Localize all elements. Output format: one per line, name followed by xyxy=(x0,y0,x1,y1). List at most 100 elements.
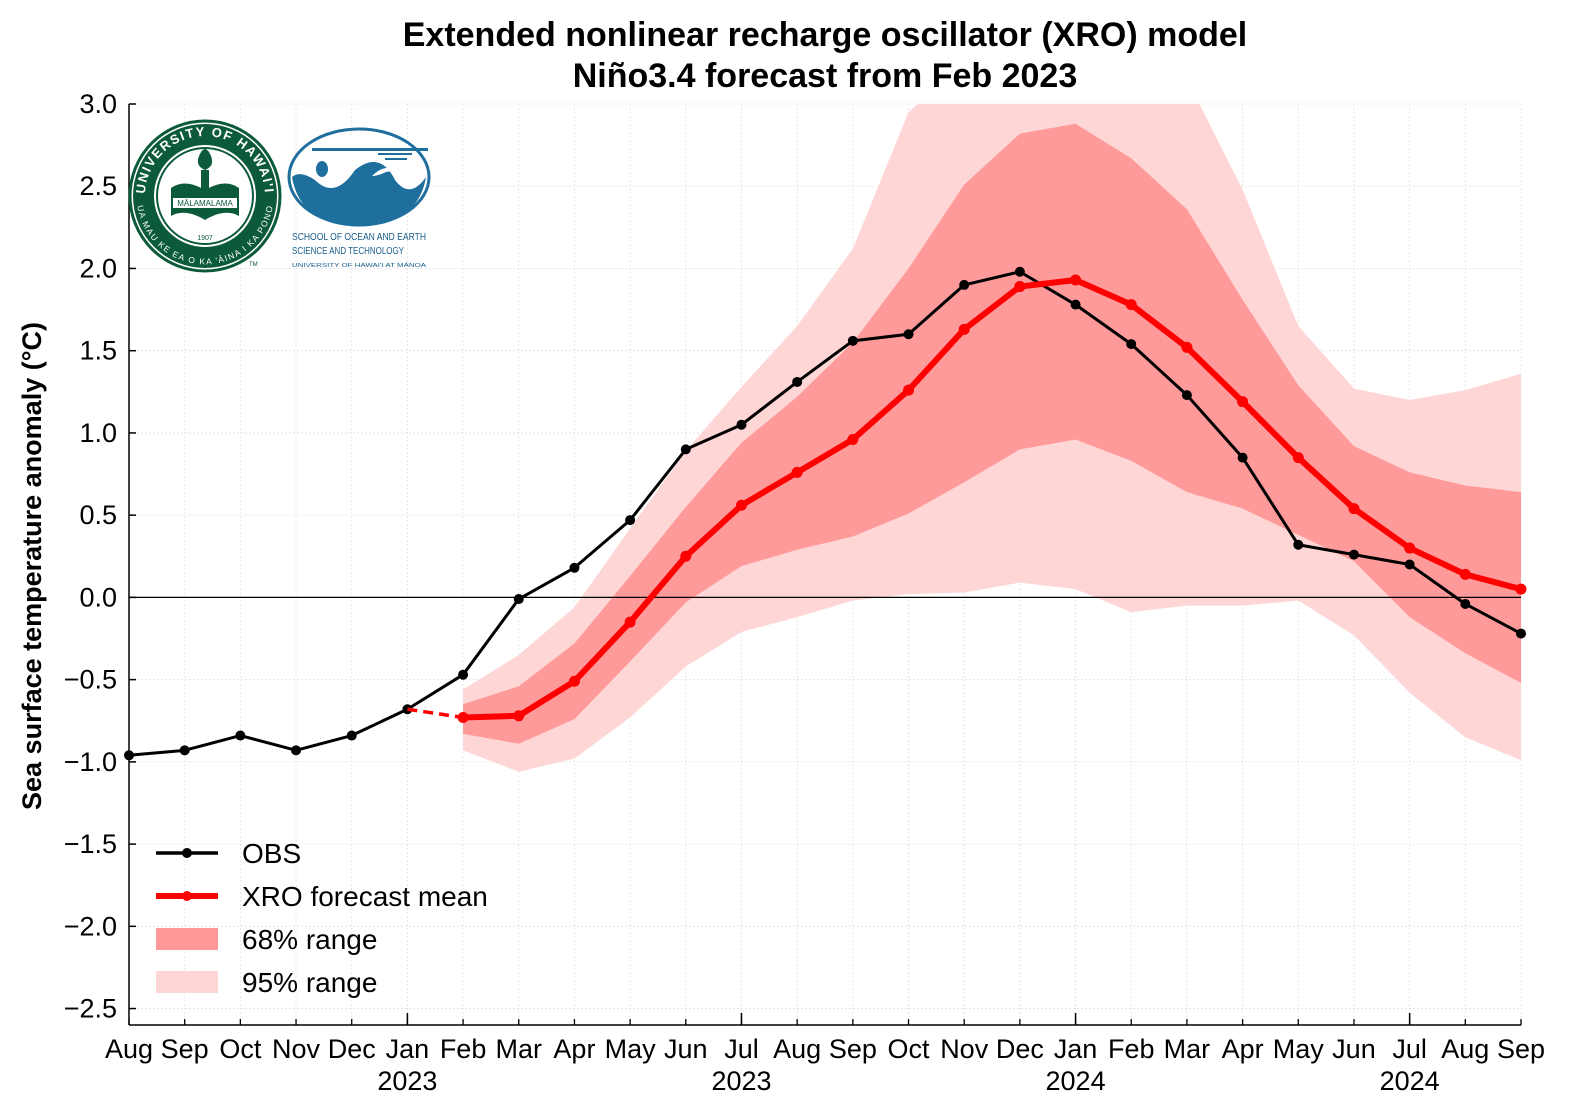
legend: OBS XRO forecast mean 68% range 95% rang… xyxy=(156,838,488,998)
x-tick-label: Oct xyxy=(888,1034,931,1064)
soest-line2: SCIENCE AND TECHNOLOGY xyxy=(292,245,404,257)
obs-line xyxy=(128,270,1522,757)
xro-point xyxy=(568,675,580,687)
obs-point xyxy=(569,562,580,573)
x-year-label: 2024 xyxy=(1046,1066,1106,1096)
y-tick-label: 0.0 xyxy=(79,582,117,612)
xro-point xyxy=(1348,503,1360,515)
uh-tm-mark: TM xyxy=(249,262,258,268)
xro-point xyxy=(624,616,636,628)
xro-point xyxy=(1404,542,1416,554)
x-tick-label: Feb xyxy=(1108,1034,1155,1064)
x-tick-label: Jul xyxy=(1392,1034,1427,1064)
obs-point xyxy=(346,730,357,741)
obs-point xyxy=(1126,339,1137,350)
y-tick-label: 3.0 xyxy=(79,89,117,119)
xro-point xyxy=(1181,341,1193,353)
legend-xro-label: XRO forecast mean xyxy=(242,881,488,912)
x-tick-label: Aug xyxy=(773,1034,821,1064)
x-year-label: 2024 xyxy=(1380,1066,1440,1096)
obs-series xyxy=(124,266,1526,761)
soest-logo: SCHOOL OF OCEAN AND EARTH SCIENCE AND TE… xyxy=(287,127,431,269)
obs-point xyxy=(903,329,914,340)
xro-point xyxy=(1070,274,1082,286)
y-tick-label: −1.5 xyxy=(64,829,117,859)
obs-point xyxy=(235,730,246,741)
x-tick-label: Nov xyxy=(940,1034,989,1064)
xro-point xyxy=(1014,281,1026,293)
xro-point xyxy=(1125,299,1137,311)
x-tick-label: Feb xyxy=(440,1034,487,1064)
legend-xro-marker xyxy=(182,891,192,901)
xro-point xyxy=(1292,452,1304,464)
obs-point xyxy=(458,669,469,680)
xro-point xyxy=(903,384,915,396)
x-tick-label: Sep xyxy=(829,1034,877,1064)
x-tick-label: Dec xyxy=(996,1034,1044,1064)
obs-point xyxy=(1460,598,1471,609)
legend-68-label: 68% range xyxy=(242,924,377,955)
y-tick-label: 0.5 xyxy=(79,500,117,530)
y-tick-label: −2.0 xyxy=(64,911,117,941)
uh-year-text: 1907 xyxy=(197,235,213,242)
obs-point xyxy=(1516,628,1526,639)
x-tick-label: Jan xyxy=(1054,1034,1098,1064)
obs-point xyxy=(1014,266,1025,277)
xro-point xyxy=(847,434,859,446)
xro-point xyxy=(1515,583,1527,595)
x-tick-label: Sep xyxy=(161,1034,209,1064)
xro-point xyxy=(1459,568,1471,580)
x-year-label: 2023 xyxy=(377,1066,437,1096)
x-tick-label: Jan xyxy=(386,1034,430,1064)
soest-line3: UNIVERSITY OF HAWAI'I AT MĀNOA xyxy=(292,262,426,269)
xro-point xyxy=(958,323,970,335)
xro-bridge-dashed xyxy=(407,707,464,720)
xro-point xyxy=(513,710,525,722)
xro-point xyxy=(791,466,803,478)
y-ticks: 3.0 2.5 2.0 1.5 1.0 0.5 0.0 −0.5 −1.0 −1.5 −2.0 −2.… xyxy=(64,89,136,1024)
y-tick-label: −0.5 xyxy=(64,665,117,695)
obs-point xyxy=(847,335,858,346)
obs-point xyxy=(736,419,747,430)
obs-point xyxy=(680,444,691,455)
obs-point xyxy=(291,745,302,756)
legend-95-label: 95% range xyxy=(242,967,377,998)
xro-point xyxy=(735,499,747,511)
y-tick-label: 1.0 xyxy=(79,418,117,448)
x-tick-label: Oct xyxy=(219,1034,262,1064)
y-tick-label: 1.5 xyxy=(79,336,117,366)
obs-point xyxy=(179,745,190,756)
obs-point xyxy=(1348,549,1359,560)
obs-point xyxy=(1070,299,1081,310)
x-tick-label: Jun xyxy=(664,1034,708,1064)
legend-obs-marker xyxy=(182,848,192,858)
x-tick-label: Mar xyxy=(496,1034,543,1064)
obs-point xyxy=(513,594,524,605)
x-tick-label: Mar xyxy=(1164,1034,1211,1064)
obs-point xyxy=(959,279,970,290)
legend-95-swatch xyxy=(156,971,218,993)
x-tick-label: Aug xyxy=(1441,1034,1489,1064)
y-tick-label: 2.0 xyxy=(79,253,117,283)
obs-point xyxy=(1181,390,1192,401)
x-ticks: Aug Sep Oct Nov Dec Jan Feb Mar Apr May Jun Jul Aug S… xyxy=(105,1013,1545,1096)
x-tick-label: Aug xyxy=(105,1034,153,1064)
x-year-label: 2023 xyxy=(711,1066,771,1096)
obs-point xyxy=(1293,539,1304,550)
uh-seal-logo: UNIVERSITY OF HAWAI'I UA MAU KE EA O KA … xyxy=(128,119,282,273)
y-tick-label: −1.0 xyxy=(64,747,117,777)
obs-point xyxy=(1237,452,1248,463)
obs-point xyxy=(625,515,636,526)
band-68-range xyxy=(463,123,1521,744)
obs-point xyxy=(792,376,803,387)
x-tick-label: Nov xyxy=(272,1034,321,1064)
x-tick-label: Jul xyxy=(724,1034,759,1064)
chart-title: Extended nonlinear recharge oscillator (… xyxy=(403,16,1248,54)
uh-banner-text: MĀLAMALAMA xyxy=(177,199,233,208)
y-tick-label: 2.5 xyxy=(79,171,117,201)
xro-point xyxy=(1237,396,1249,408)
band-68-area xyxy=(463,123,1521,744)
y-tick-label: −2.5 xyxy=(64,994,117,1024)
x-tick-label: May xyxy=(1273,1034,1325,1064)
